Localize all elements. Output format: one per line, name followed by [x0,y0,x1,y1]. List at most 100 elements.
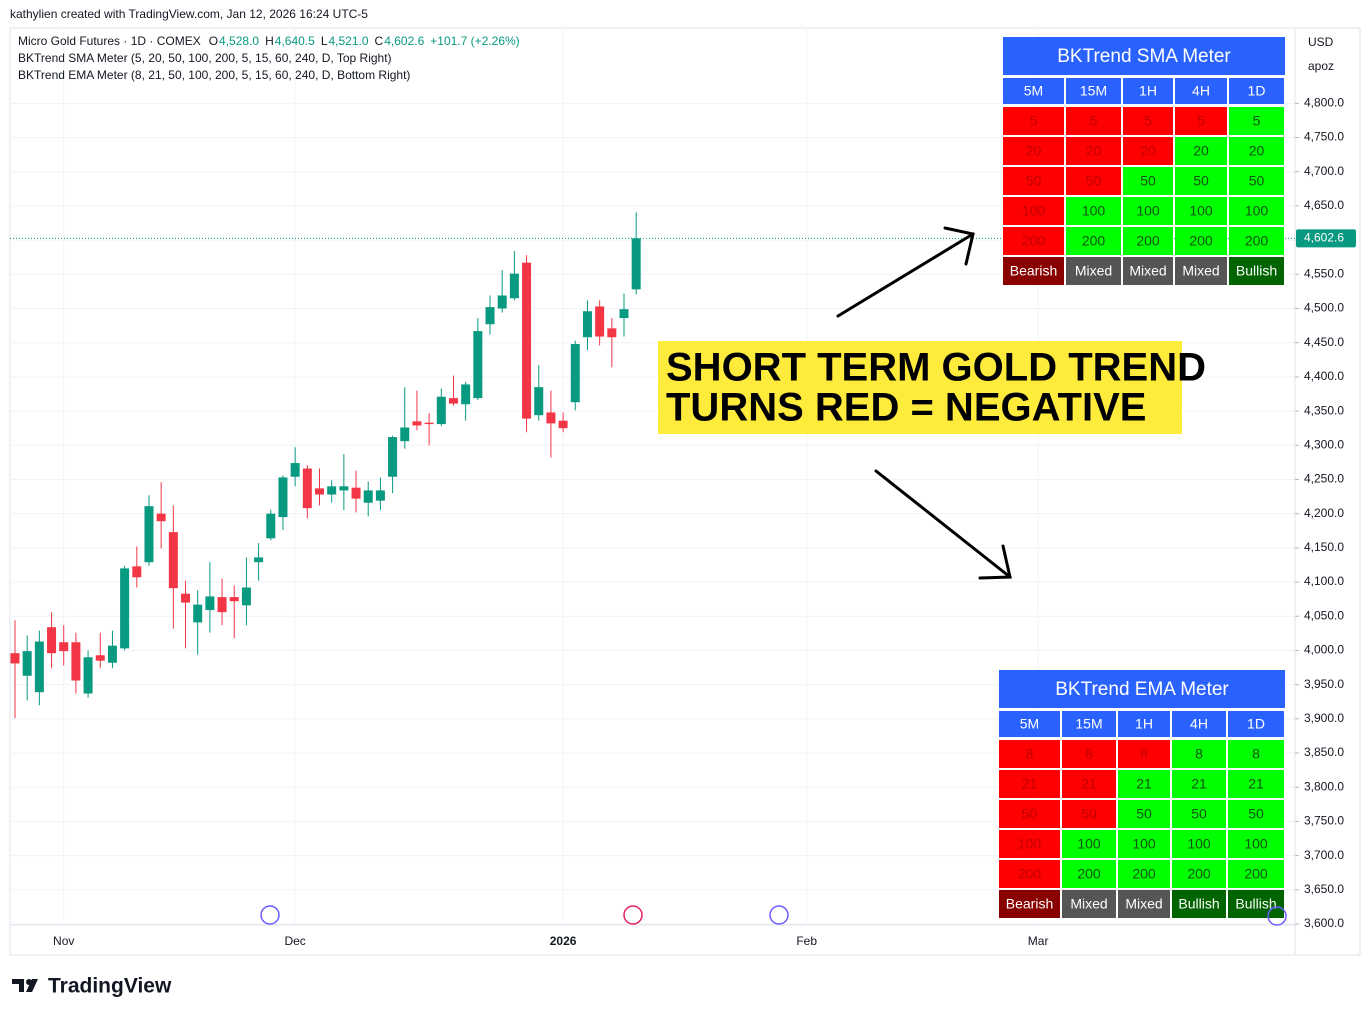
table-header-bg [1062,711,1116,737]
y-tick-label: 3,800.0 [1304,779,1344,793]
table-cell: 50 [1140,173,1156,189]
table-cell-bg [1066,197,1121,225]
y-tick-label: 4,050.0 [1304,608,1344,622]
table-cell: 200 [1132,866,1156,882]
candle-body [570,344,580,403]
table-cell: 100 [1244,836,1268,852]
table-cell: 200 [1018,866,1042,882]
x-tick-label: Feb [796,934,817,948]
table-cell: 8 [1085,746,1093,762]
table-cell-bg [1228,770,1284,798]
table-cell: 200 [1136,233,1160,249]
table-cell: 100 [1018,836,1042,852]
table-cell: 8 [1195,746,1203,762]
table-cell: 100 [1187,836,1211,852]
candle-body [266,513,276,539]
meter-table: BKTrend SMA Meter 5M 15M 1H 4H 1D 5 5 5 5 5 20 20 20 2… [1003,37,1285,285]
y-tick-label: 4,200.0 [1304,506,1344,520]
table-cell-bg [1228,800,1284,828]
table-cell-bg [1172,800,1226,828]
y-tick-label: 3,750.0 [1304,814,1344,828]
table-cell-bg [1066,227,1121,255]
table-cell-bg [1003,107,1064,135]
table-cell: 200 [1077,866,1101,882]
table-status-bg [1175,257,1227,285]
table-title: BKTrend SMA Meter [1057,46,1231,67]
brand: TradingView [48,975,172,998]
event-markers[interactable] [260,905,1287,926]
table-cell-bg [1175,167,1227,195]
event-marker[interactable] [260,905,280,925]
candle-body [95,655,105,661]
y-tick-label: 4,300.0 [1304,437,1344,451]
y-tick-label: 4,550.0 [1304,266,1344,280]
candle-body [10,653,20,664]
table-cell-bg [1066,107,1121,135]
y-tick-label: 4,800.0 [1304,96,1344,110]
arrow [836,232,975,318]
table-header: 1H [1139,83,1157,99]
y-tick-label: 4,150.0 [1304,540,1344,554]
table-cell: 21 [1136,776,1152,792]
y-tick-label: 3,850.0 [1304,745,1344,759]
table-cell: 200 [1022,233,1046,249]
table-cell-bg [1172,740,1226,768]
event-marker[interactable] [623,905,643,925]
table-cell-bg [1118,770,1170,798]
ohlc-legend: O 4,528.0 H 4,640.5 L 4,521.0 C 4,602.6 +101.7 (… [209,34,520,48]
table-cell: 20 [1026,143,1042,159]
ohlc-key: H [265,34,274,48]
indicator-label: BKTrend SMA Meter (5, 20, 50, 100, 200, … [18,51,392,65]
x-tick-label: Dec [284,934,305,948]
event-marker[interactable] [1267,906,1287,926]
table-cell-bg [1229,167,1284,195]
y-tick-label: 4,400.0 [1304,369,1344,383]
candle-body [485,307,495,325]
table-cell-bg [1066,137,1121,165]
candle-body [205,596,215,611]
table-cell: 100 [1189,203,1213,219]
annotation-text: TURNS RED = NEGATIVE [666,386,1146,430]
table-header: 1H [1135,716,1153,732]
table-cell: 50 [1022,806,1038,822]
candle-body [546,412,556,424]
candle-body [47,627,57,654]
table-status-bg [1066,257,1121,285]
last-price-box [1296,229,1356,248]
ohlc-value: 4,521.0 [329,34,369,48]
table-header: 15M [1075,716,1102,732]
candle-body [522,262,532,419]
currency[interactable]: USD [1308,35,1334,49]
candle-body [144,506,154,563]
table-cell-bg [1123,167,1173,195]
table-header-bg [1172,711,1226,737]
candle-body [388,437,398,477]
event-marker[interactable] [769,905,789,925]
x-tick-label: Nov [53,934,74,948]
candle-body [375,490,385,501]
y-tick-label: 4,100.0 [1304,574,1344,588]
candle-body [290,463,300,477]
y-tick-label: 4,750.0 [1304,130,1344,144]
candle-body [412,421,422,426]
tables: BKTrend SMA Meter 5M 15M 1H 4H 1D 5 5 5 5 5 20 20 20 2… [999,37,1285,918]
ohlc-change: +101.7 (+2.26%) [430,34,519,48]
candle-body [181,593,191,603]
table-cell-bg [999,770,1060,798]
table-header-bg [1123,78,1173,104]
candle-body [229,597,239,602]
table-cell: 8 [1140,746,1148,762]
logo [12,979,38,992]
candle-body [461,384,471,405]
table-cell-bg [1066,167,1121,195]
table-cell-bg [999,800,1060,828]
last-price-label: 4,602.6 [1304,231,1344,245]
candle-body [497,295,507,309]
table-cell-bg [1229,137,1284,165]
arrow-head [978,544,1012,580]
candle-body [595,306,605,337]
y-tick-label: 4,500.0 [1304,301,1344,315]
annotation-box [658,341,1182,434]
candle-body [534,387,544,416]
candle-body [278,477,288,518]
